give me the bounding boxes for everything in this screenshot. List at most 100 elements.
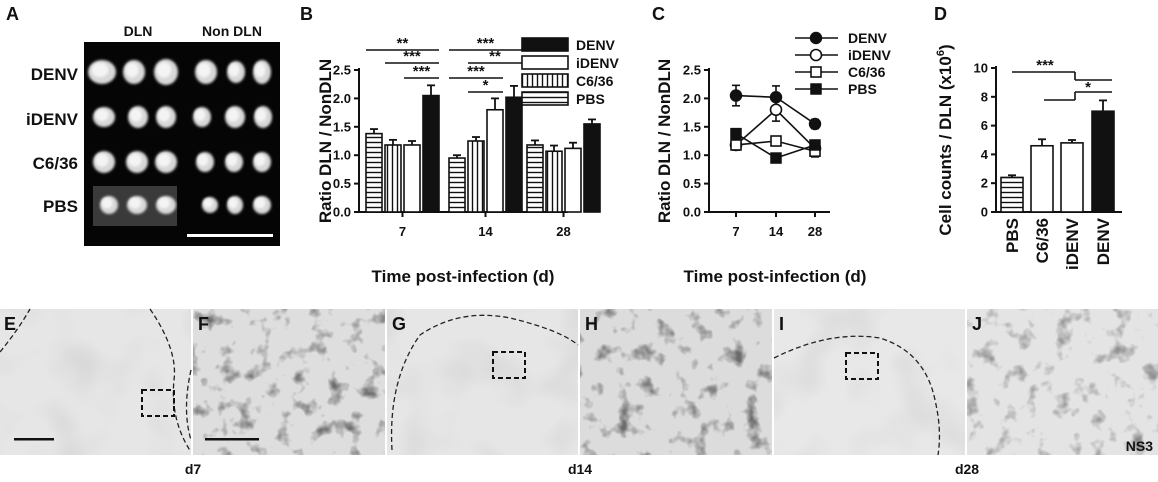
chart-b-significance-label: *** <box>467 63 485 80</box>
chart-c-x-tick-label: 28 <box>808 224 822 239</box>
chart-d-significance-label: *** <box>1036 57 1054 74</box>
zoom-box-e <box>141 389 175 417</box>
chart-b-bar-denv <box>505 96 523 213</box>
chart-d-significance-label: * <box>1085 79 1091 96</box>
chart-b-bar-idenv <box>486 108 504 213</box>
chart-b-y-tick-label: 1.5 <box>333 119 351 134</box>
micrograph-g: G <box>387 309 579 455</box>
chart-c-point-denv <box>729 89 743 102</box>
chart-c-point-idenv <box>769 103 783 117</box>
chart-d-x-tick-label: C6/36 <box>1033 218 1052 263</box>
panel-label-h: H <box>585 314 598 334</box>
chart-b-bar-pbs <box>448 157 466 213</box>
chart-d-y-axis-label-end: ) <box>936 44 955 50</box>
micrograph-f: F <box>193 309 385 455</box>
lymph-node-highlight <box>254 62 266 78</box>
chart-b-legend-swatch <box>521 73 569 88</box>
panel-label-b: B <box>300 4 313 24</box>
chart-d-bar-idenv <box>1060 142 1084 213</box>
panel-label-d: D <box>934 4 947 24</box>
panel-b-bar-chart: B 0.0 0.5 1.0 1.5 2.0 2.5 7 14 28 Time post-infec… <box>300 4 619 286</box>
lymph-node-highlight <box>129 197 141 209</box>
lymph-node-highlight <box>128 153 142 167</box>
chart-c-legend-label: C6/36 <box>848 64 886 80</box>
scale-bar-e <box>14 438 54 441</box>
chart-b-legend-label: C6/36 <box>576 73 614 89</box>
panel-label-c: C <box>652 4 665 24</box>
chart-b-legend-label: DENV <box>576 37 616 53</box>
chart-c-point-pbs <box>730 127 742 140</box>
chart-c-point-pbs <box>770 152 782 164</box>
chart-b-significance-label: *** <box>403 48 421 65</box>
panel-label-f: F <box>198 314 209 334</box>
micrograph-strip: E F G H I <box>0 308 1158 477</box>
chart-d-y-tick-label: 10 <box>974 61 988 76</box>
zoom-box-i <box>845 352 879 380</box>
lymph-node-highlight <box>228 197 238 209</box>
chart-b-legend-label: iDENV <box>576 55 619 71</box>
chart-c-legend-marker <box>809 31 823 45</box>
chart-b-y-tick-label: 1.0 <box>333 148 351 163</box>
chart-d-y-axis-label: Cell counts / DLN (x106) <box>935 44 955 235</box>
chart-b-x-tick-label: 7 <box>399 224 406 239</box>
panel-d-bar-chart: D 0 2 4 6 8 10 PBS C6/36 iDENV DENV Cell counts / … <box>934 4 1122 270</box>
chart-b-significance-label: *** <box>477 35 495 52</box>
chart-b-bar-idenv <box>564 147 582 213</box>
chart-b-y-tick-label: 2.5 <box>333 63 351 78</box>
row-label-pbs: PBS <box>43 197 78 216</box>
chart-c-legend-label: iDENV <box>848 47 891 63</box>
row-label-denv: DENV <box>31 65 79 84</box>
chart-b-significance-label: * <box>483 77 489 94</box>
column-label-dln: DLN <box>124 23 153 39</box>
chart-b-bar-c636 <box>545 150 563 213</box>
chart-d-y-axis-label-exponent: 6 <box>935 50 947 56</box>
panel-c-line-chart: C 0.0 0.5 1.0 1.5 2.0 2.5 7 14 28 Time post-infec… <box>652 4 891 286</box>
lymph-node-specimens <box>88 59 272 214</box>
chart-c-y-tick-label: 2.5 <box>683 63 701 78</box>
lymph-node-highlight <box>255 108 267 122</box>
lymph-node-highlight <box>228 63 240 77</box>
chart-c-point-c636 <box>730 139 742 151</box>
chart-b-y-axis-label: Ratio DLN / NonDLN <box>316 59 335 223</box>
lymph-node-highlight <box>157 153 171 167</box>
chart-b-legend-swatch <box>521 55 569 70</box>
chart-b-bar-denv <box>422 94 440 213</box>
lymph-node-highlight <box>197 62 211 78</box>
scale-bar-a <box>187 234 273 237</box>
micrograph-j: J NS3 <box>967 309 1158 455</box>
lymph-node-highlight <box>158 197 170 209</box>
panel-label-i: I <box>779 314 784 334</box>
row-label-idenv: iDENV <box>26 110 79 129</box>
chart-c-y-tick-label: 0.5 <box>683 176 701 191</box>
panel-label-e: E <box>4 314 16 334</box>
chart-b-significance-label: ** <box>489 48 501 65</box>
panel-label-g: G <box>392 314 406 334</box>
chart-c-legend-marker <box>810 66 822 78</box>
chart-b-legend-swatch <box>521 91 569 106</box>
chart-c-y-tick-label: 1.5 <box>683 119 701 134</box>
chart-d-bar-denv <box>1091 110 1115 213</box>
lymph-node-highlight <box>226 154 238 166</box>
chart-d-x-tick-label: PBS <box>1003 218 1022 253</box>
panel-label-a: A <box>6 4 19 24</box>
micrograph-i: I <box>773 309 965 456</box>
lymph-node-highlight <box>194 109 206 121</box>
lymph-node-highlight <box>254 197 266 209</box>
chart-c-x-tick-label: 14 <box>769 224 784 239</box>
chart-c-legend-label: DENV <box>848 30 888 46</box>
time-label-d7: d7 <box>185 461 202 477</box>
chart-b-bar-idenv <box>403 144 421 213</box>
micrograph-e: E <box>0 308 192 455</box>
chart-d-y-tick-label: 2 <box>981 176 988 191</box>
chart-b-bar-c636 <box>384 144 402 213</box>
panel-label-j: J <box>972 314 982 334</box>
chart-c-y-tick-label: 0.0 <box>683 205 701 220</box>
chart-d-x-tick-label: iDENV <box>1063 217 1082 270</box>
chart-c-point-c636 <box>770 135 782 147</box>
lymph-node-highlight <box>254 154 266 166</box>
lymph-node-highlight <box>130 108 142 122</box>
time-label-d28: d28 <box>955 461 979 477</box>
chart-b-y-tick-label: 0.5 <box>333 176 351 191</box>
scale-bar-f <box>205 438 259 441</box>
